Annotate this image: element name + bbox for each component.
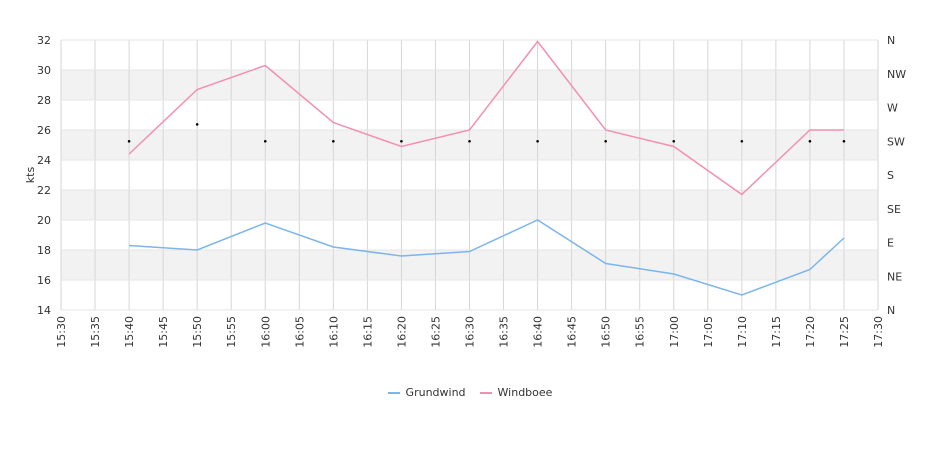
x-tick-label: 17:15 xyxy=(770,316,783,348)
direction-marker xyxy=(536,139,539,143)
y2-tick-label: N xyxy=(887,304,895,317)
y2-tick-label: S xyxy=(887,169,894,182)
direction-marker xyxy=(672,139,676,143)
x-tick-label: 16:00 xyxy=(259,316,272,348)
y-tick-label: 22 xyxy=(37,184,51,197)
legend-item-windboee[interactable]: Windboee xyxy=(479,386,553,399)
legend-swatch xyxy=(479,391,492,394)
chart-legend: Grundwind Windboee xyxy=(0,386,940,399)
y2-tick-label: W xyxy=(887,102,898,115)
x-tick-label: 17:10 xyxy=(736,316,749,348)
x-tick-label: 17:30 xyxy=(872,316,885,348)
y-tick-label: 30 xyxy=(37,64,51,77)
x-tick-label: 15:40 xyxy=(123,316,136,348)
direction-marker xyxy=(263,139,267,143)
x-tick-label: 16:10 xyxy=(327,316,340,348)
y-tick-label: 26 xyxy=(37,124,51,137)
x-tick-label: 15:35 xyxy=(89,316,102,348)
direction-marker xyxy=(332,139,335,143)
y2-tick-label: SE xyxy=(887,203,901,216)
y-tick-label: 18 xyxy=(37,244,51,257)
direction-marker xyxy=(740,139,744,143)
y-tick-label: 28 xyxy=(37,94,51,107)
y-tick-label: 14 xyxy=(37,304,51,317)
x-tick-label: 16:15 xyxy=(361,316,374,348)
x-tick-label: 17:20 xyxy=(804,316,817,348)
x-tick-label: 17:05 xyxy=(702,316,715,348)
y-tick-label: 16 xyxy=(37,274,51,287)
legend-label: Grundwind xyxy=(405,386,466,399)
x-tick-label: 16:40 xyxy=(532,316,545,348)
y-axis-label: kts xyxy=(24,167,37,184)
legend-item-grundwind[interactable]: Grundwind xyxy=(387,386,466,399)
x-tick-label: 16:20 xyxy=(395,316,408,348)
x-tick-label: 17:25 xyxy=(838,316,851,348)
y-tick-label: 24 xyxy=(37,154,51,167)
y2-tick-label: E xyxy=(887,237,894,250)
legend-label: Windboee xyxy=(497,386,553,399)
direction-marker xyxy=(604,139,607,143)
x-tick-label: 15:55 xyxy=(225,316,238,348)
direction-marker xyxy=(842,139,846,143)
series-line-grundwind xyxy=(129,219,845,296)
x-tick-label: 17:00 xyxy=(668,316,681,348)
legend-swatch xyxy=(387,391,400,394)
x-tick-label: 16:25 xyxy=(429,316,442,348)
y2-tick-label: NW xyxy=(887,68,906,81)
direction-marker xyxy=(468,139,471,143)
series-line-windboee xyxy=(128,40,844,196)
y2-tick-label: N xyxy=(887,34,895,47)
x-tick-label: 16:45 xyxy=(566,316,579,348)
direction-marker xyxy=(400,139,403,143)
x-tick-label: 16:35 xyxy=(498,316,511,348)
x-tick-label: 16:55 xyxy=(634,316,647,348)
direction-marker xyxy=(195,123,199,126)
y-tick-label: 20 xyxy=(37,214,51,227)
x-tick-label: 16:05 xyxy=(293,316,306,348)
x-tick-label: 16:30 xyxy=(464,316,477,348)
x-tick-label: 15:50 xyxy=(191,316,204,348)
direction-marker xyxy=(127,139,131,143)
y2-tick-label: NE xyxy=(887,270,902,283)
y-tick-label: 32 xyxy=(37,34,51,47)
x-tick-label: 15:30 xyxy=(55,316,68,348)
x-tick-label: 16:50 xyxy=(600,316,613,348)
x-tick-label: 15:45 xyxy=(157,316,170,348)
direction-marker xyxy=(808,139,812,143)
y2-tick-label: SW xyxy=(887,135,905,148)
